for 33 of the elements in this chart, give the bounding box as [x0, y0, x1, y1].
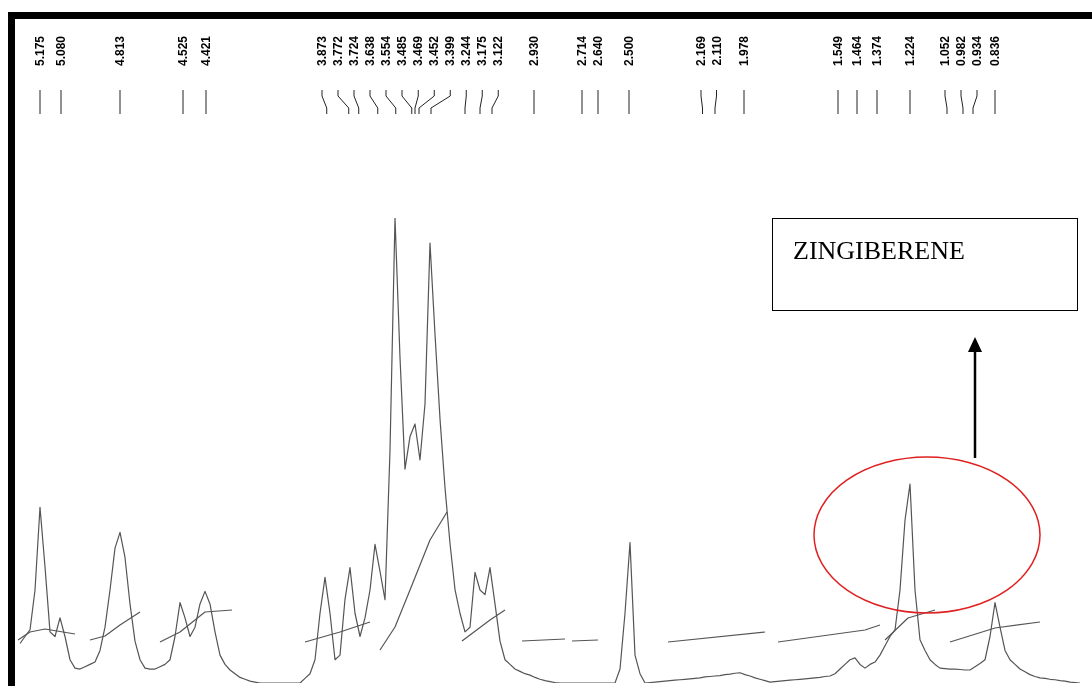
text: 0.836	[988, 36, 1002, 67]
text: 2.169	[693, 36, 708, 67]
text: 1.978	[737, 36, 751, 67]
text: 3.724	[347, 36, 362, 67]
text: 0.934	[970, 36, 984, 67]
text: 5.080	[54, 36, 68, 67]
text: 3.485	[395, 36, 410, 67]
text: 1.464	[850, 36, 864, 67]
text: 1.549	[831, 36, 845, 67]
text: 1.224	[903, 36, 917, 67]
text: 3.399	[443, 36, 458, 67]
text: 3.554	[379, 36, 394, 67]
text: 3.452	[427, 36, 442, 67]
text: 4.813	[113, 36, 127, 67]
text: 5.175	[33, 36, 47, 67]
text: 0.982	[954, 36, 968, 67]
text: 2.930	[527, 36, 541, 67]
text: 2.500	[622, 36, 636, 67]
text: 3.638	[363, 36, 378, 67]
text: 3.244	[459, 36, 474, 67]
text: 3.772	[331, 36, 346, 67]
text: 2.640	[591, 36, 605, 67]
text: 3.873	[315, 36, 330, 67]
text: 4.525	[176, 36, 190, 67]
text: 4.421	[199, 36, 213, 67]
text: 1.052	[938, 36, 952, 67]
text: 1.374	[870, 36, 884, 67]
annotation: ZINGIBERENE	[793, 236, 965, 266]
text: 2.110	[709, 36, 724, 66]
text: 3.469	[411, 36, 426, 67]
text: 2.714	[575, 36, 589, 67]
text: 3.122	[491, 36, 506, 67]
text: 3.175	[475, 36, 490, 67]
